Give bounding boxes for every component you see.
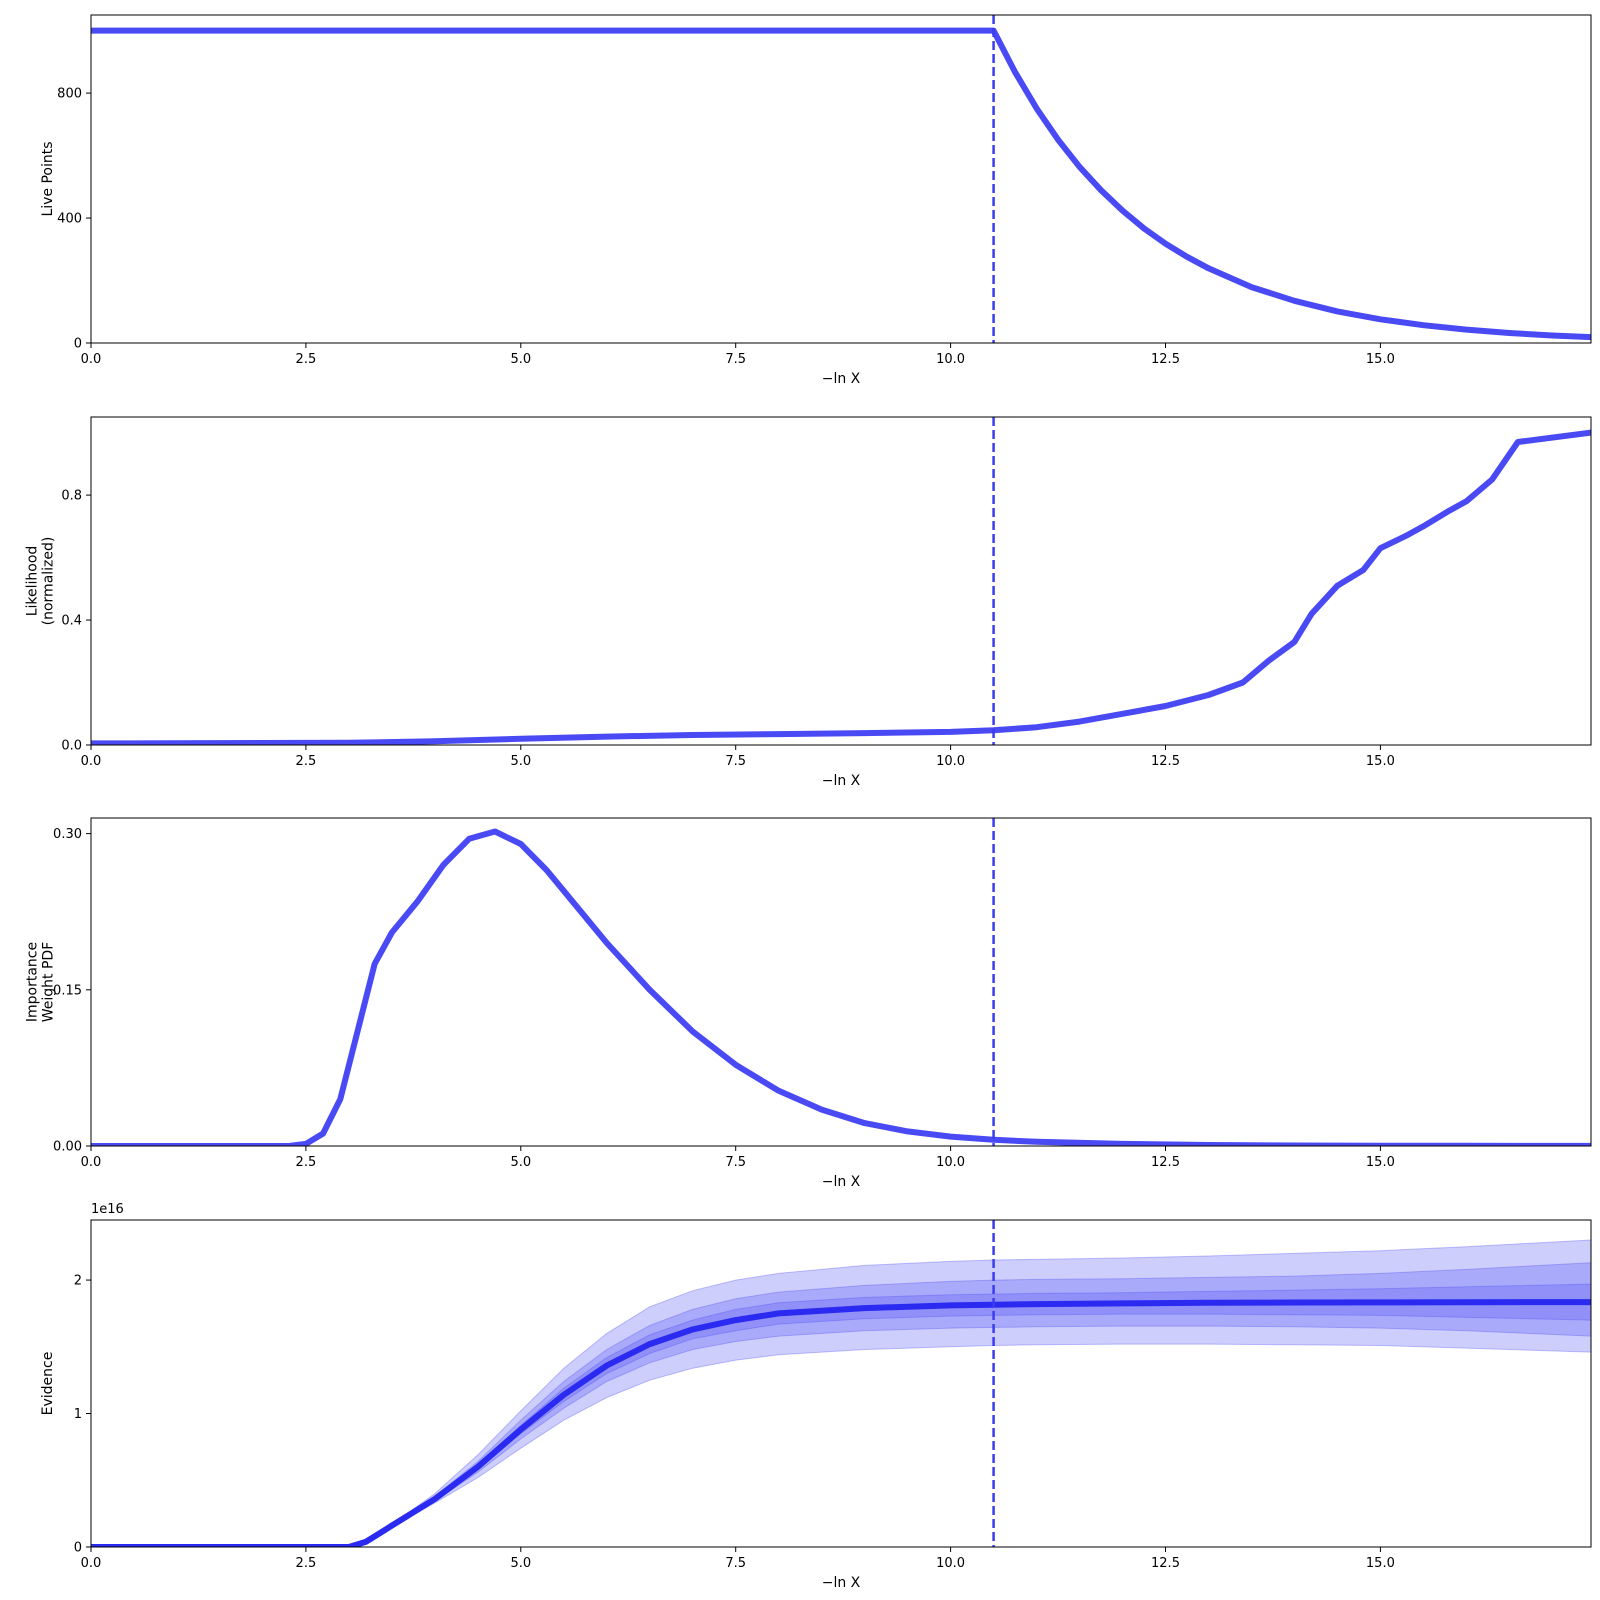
x-tick-label: 5.0 bbox=[510, 352, 531, 367]
x-tick-label: 0.0 bbox=[81, 754, 102, 769]
x-tick-label: 7.5 bbox=[725, 754, 746, 769]
y-axis-label: Likelihood(normalized) bbox=[25, 537, 57, 626]
series-line bbox=[91, 828, 1591, 1146]
series-line bbox=[91, 27, 1591, 341]
x-axis-label: −ln X bbox=[822, 1174, 861, 1190]
x-tick-label: 2.5 bbox=[296, 1556, 317, 1571]
y-tick-label: 0.30 bbox=[53, 827, 82, 842]
x-tick-label: 12.5 bbox=[1151, 754, 1180, 769]
y-axis-label: ImportanceWeight PDF bbox=[25, 942, 57, 1023]
y-tick-label: 0.00 bbox=[53, 1140, 82, 1155]
y-tick-label: 0.4 bbox=[61, 614, 82, 629]
x-axis-label: −ln X bbox=[822, 371, 861, 387]
x-tick-label: 15.0 bbox=[1366, 1155, 1395, 1170]
x-axis-label: −ln X bbox=[822, 1575, 861, 1591]
x-tick-label: 2.5 bbox=[296, 754, 317, 769]
x-tick-label: 0.0 bbox=[81, 1556, 102, 1571]
x-tick-label: 15.0 bbox=[1366, 352, 1395, 367]
axes-frame bbox=[90, 14, 1592, 344]
x-tick-label: 0.0 bbox=[81, 1155, 102, 1170]
axes-frame bbox=[90, 817, 1592, 1147]
y-tick-label: 1 bbox=[74, 1407, 82, 1422]
y-tick-label: 0 bbox=[74, 337, 82, 352]
plot-area bbox=[91, 417, 1591, 745]
x-tick-label: 12.5 bbox=[1151, 1155, 1180, 1170]
y-tick-label: 2 bbox=[74, 1274, 82, 1289]
y-tick-label: 0.0 bbox=[61, 739, 82, 754]
panel-1: 0.0 2.5 5.0 7.5 10.0 12.5 15.0 0 400 800 −ln X Live… bbox=[40, 14, 1592, 387]
series-line bbox=[91, 1299, 1591, 1547]
panel-3: 0.0 2.5 5.0 7.5 10.0 12.5 15.0 0.00 0.15 0.30 −ln … bbox=[25, 817, 1592, 1190]
confidence-band-1 bbox=[91, 1239, 1591, 1547]
plot-area bbox=[91, 15, 1591, 343]
x-tick-label: 10.0 bbox=[936, 754, 965, 769]
x-tick-label: 15.0 bbox=[1366, 1556, 1395, 1571]
x-tick-label: 10.0 bbox=[936, 1556, 965, 1571]
x-tick-label: 15.0 bbox=[1366, 754, 1395, 769]
y-tick-label: 800 bbox=[57, 87, 82, 102]
x-tick-label: 5.0 bbox=[510, 1155, 531, 1170]
series-line bbox=[91, 429, 1591, 745]
x-tick-label: 7.5 bbox=[725, 1155, 746, 1170]
y-axis-label: Live Points bbox=[40, 141, 56, 216]
y-tick-label: 0 bbox=[74, 1541, 82, 1556]
confidence-band-3 bbox=[91, 1283, 1591, 1547]
x-tick-label: 7.5 bbox=[725, 352, 746, 367]
y-tick-label: 0.8 bbox=[61, 489, 82, 504]
x-tick-label: 5.0 bbox=[510, 754, 531, 769]
x-tick-label: 12.5 bbox=[1151, 352, 1180, 367]
y-scale-label: 1e16 bbox=[91, 1202, 124, 1217]
x-tick-label: 2.5 bbox=[296, 1155, 317, 1170]
x-tick-label: 12.5 bbox=[1151, 1556, 1180, 1571]
x-tick-label: 7.5 bbox=[725, 1556, 746, 1571]
y-tick-label: 400 bbox=[57, 212, 82, 227]
x-tick-label: 0.0 bbox=[81, 352, 102, 367]
panel-2: 0.0 2.5 5.0 7.5 10.0 12.5 15.0 0.0 0.4 0.8 −ln X Li… bbox=[25, 416, 1592, 789]
y-axis-label: Evidence bbox=[40, 1352, 56, 1416]
x-tick-label: 2.5 bbox=[296, 352, 317, 367]
axes-frame bbox=[90, 1219, 1592, 1548]
panel-4: 0.0 2.5 5.0 7.5 10.0 12.5 15.0 0 1 2 −ln X Evidence… bbox=[40, 1202, 1592, 1591]
axes-frame bbox=[90, 416, 1592, 746]
plot-area bbox=[91, 818, 1591, 1146]
x-tick-label: 10.0 bbox=[936, 1155, 965, 1170]
x-tick-label: 10.0 bbox=[936, 352, 965, 367]
y-tick-label: 0.15 bbox=[53, 983, 82, 998]
x-tick-label: 5.0 bbox=[510, 1556, 531, 1571]
x-axis-label: −ln X bbox=[822, 773, 861, 789]
plot-area bbox=[91, 1220, 1591, 1547]
